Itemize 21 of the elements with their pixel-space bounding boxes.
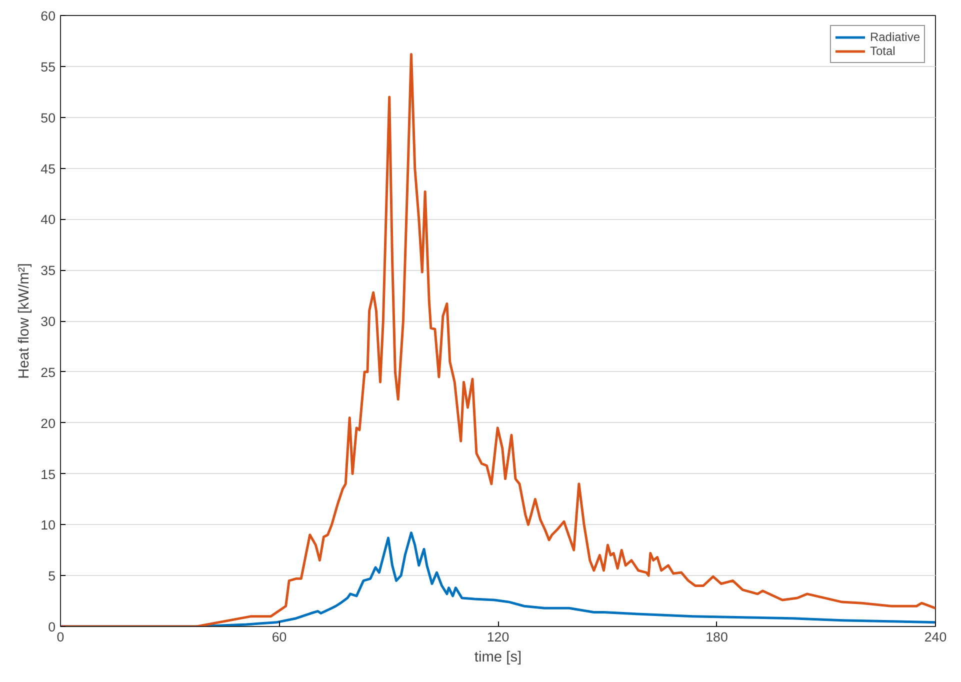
x-tick-label: 60: [272, 630, 287, 644]
x-tick-label: 240: [924, 630, 947, 644]
y-tick-label: 45: [40, 161, 56, 176]
legend-label: Total: [870, 44, 896, 58]
y-tick-label: 15: [40, 466, 56, 482]
x-tick-label: 180: [706, 630, 728, 644]
y-tick-label: 5: [48, 568, 56, 584]
y-tick-label: 25: [40, 364, 56, 380]
y-tick-label: 40: [40, 212, 56, 228]
legend-label: Radiative: [870, 30, 920, 44]
y-tick-label: 10: [40, 518, 56, 533]
y-tick-label: 30: [40, 314, 56, 329]
y-tick-label: 35: [40, 263, 56, 278]
x-tick-label: 120: [486, 630, 510, 644]
y-tick-label: 50: [40, 110, 56, 126]
y-tick-label: 0: [48, 620, 56, 634]
x-axis-title: time [s]: [474, 650, 522, 666]
y-tick-label: 55: [40, 59, 56, 74]
y-tick-label: 20: [40, 416, 56, 431]
y-tick-label: 60: [40, 8, 56, 24]
y-axis-title: Heat flow [kW/m²]: [16, 263, 33, 379]
